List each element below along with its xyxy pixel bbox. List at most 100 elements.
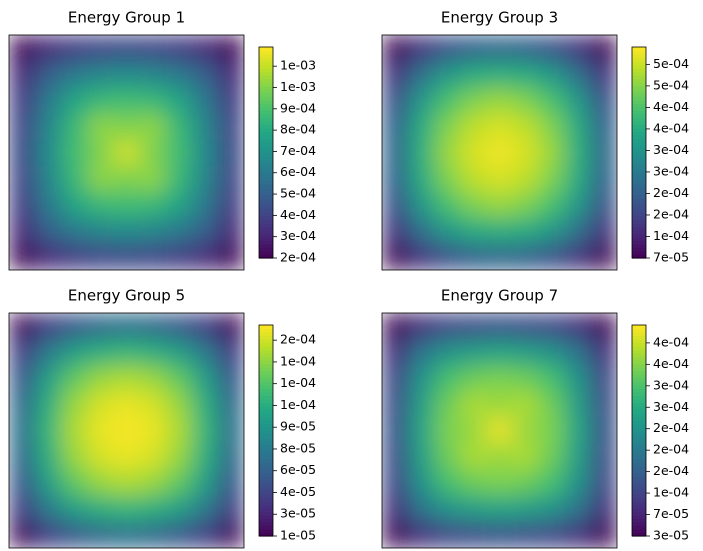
heatmap-cell: [165, 391, 193, 418]
heatmap-cell: [486, 365, 514, 392]
heatmap-cell: [564, 87, 592, 114]
heatmap-cell: [512, 113, 540, 140]
colorbar-tick-label: 5e-04: [653, 56, 689, 71]
heatmap-cell: [113, 417, 141, 445]
heatmap-cell: [408, 139, 435, 167]
colorbar-tick-label: 7e-04: [280, 143, 316, 158]
heatmap-cell: [87, 113, 114, 140]
heatmap-cell: [191, 165, 219, 193]
colorbar-tick-label: 4e-05: [280, 484, 316, 499]
heatmap-cell: [35, 339, 62, 366]
heatmap-cell: [165, 417, 193, 445]
heatmap-cell: [217, 443, 244, 471]
heatmap-cell: [434, 313, 461, 340]
heatmap-cell: [113, 313, 141, 340]
heatmap-cell: [434, 61, 461, 88]
heatmap-cell: [460, 365, 487, 392]
heatmap-cell: [382, 191, 409, 219]
heatmap-cell: [191, 87, 219, 114]
heatmap-cell: [165, 521, 193, 548]
heatmap-cell: [113, 35, 141, 62]
heatmap-cell: [564, 443, 592, 471]
heatmap-cell: [486, 339, 514, 366]
heatmap-cell: [87, 87, 114, 114]
heatmap-cell: [486, 469, 514, 497]
colorbar-tick-label: 3e-04: [653, 399, 689, 414]
colorbar-tick-label: 3e-04: [280, 228, 316, 243]
heatmap-cell: [408, 165, 435, 193]
heatmap-cell: [191, 113, 219, 140]
heatmap-cell: [61, 417, 88, 445]
heatmap-cell: [191, 339, 219, 366]
heatmap-cell: [512, 61, 540, 88]
heatmap-cell: [191, 365, 219, 392]
colorbar-tick-label: 1e-03: [280, 58, 316, 73]
heatmap-cell: [512, 443, 540, 471]
heatmap-cell: [460, 113, 487, 140]
heatmap-cell: [538, 61, 566, 88]
heatmap-cell: [113, 495, 141, 523]
heatmap-cell: [139, 61, 167, 88]
heatmap-cell: [139, 313, 167, 340]
heatmap-cell: [9, 113, 36, 140]
heatmap-cell: [486, 313, 514, 340]
heatmap-cell: [564, 521, 592, 548]
heatmap-cell: [139, 243, 167, 270]
heatmap-cell: [486, 243, 514, 270]
heatmap-cell: [113, 139, 141, 167]
heatmap-cell: [590, 87, 617, 114]
heatmap-cell: [217, 165, 244, 193]
heatmap-cell: [217, 113, 244, 140]
heatmap-cell: [486, 521, 514, 548]
heatmap-cell: [460, 165, 487, 193]
heatmap-cell: [512, 243, 540, 270]
heatmap-cell: [35, 521, 62, 548]
heatmap-cell: [217, 339, 244, 366]
colorbar-tick-label: 2e-04: [653, 420, 689, 435]
heatmap-cell: [460, 495, 487, 523]
heatmap-cell: [460, 191, 487, 219]
heatmap-cell: [191, 217, 219, 245]
colorbar-tick-label: 4e-04: [653, 120, 689, 135]
heatmap-cell: [408, 469, 435, 497]
heatmap-cell: [61, 113, 88, 140]
heatmap-cell: [165, 139, 193, 167]
heatmap-cell: [113, 113, 141, 140]
heatmap-cell: [538, 87, 566, 114]
heatmap-cell: [486, 495, 514, 523]
heatmap-cell: [564, 495, 592, 523]
heatmap-cell: [35, 495, 62, 523]
heatmap-cell: [35, 469, 62, 497]
heatmap-cell: [382, 495, 409, 523]
colorbar-tick-label: 9e-04: [280, 100, 316, 115]
colorbar-tick-label: 2e-04: [653, 442, 689, 457]
heatmap-cell: [590, 391, 617, 418]
heatmap-cell: [191, 61, 219, 88]
heatmap-cell: [460, 391, 487, 418]
heatmap-cell: [87, 365, 114, 392]
heatmap-cell: [486, 165, 514, 193]
heatmap-cell: [382, 443, 409, 471]
heatmap-cell: [139, 443, 167, 471]
heatmap-cell: [217, 521, 244, 548]
heatmap-cell: [408, 35, 435, 62]
colorbar-tick-label: 2e-04: [653, 463, 689, 478]
heatmap-cell: [538, 521, 566, 548]
heatmap-cell: [460, 417, 487, 445]
panel-title: Energy Group 5: [68, 287, 185, 305]
heatmap-cell: [512, 313, 540, 340]
heatmap-cell: [61, 243, 88, 270]
heatmap-cell: [460, 443, 487, 471]
heatmap-cell: [590, 165, 617, 193]
heatmap-cell: [512, 417, 540, 445]
heatmap-cell: [61, 313, 88, 340]
heatmap-cell: [9, 217, 36, 245]
heatmap-cell: [564, 61, 592, 88]
heatmap-cell: [165, 365, 193, 392]
heatmap-cell: [191, 35, 219, 62]
heatmap-cell: [408, 87, 435, 114]
heatmap-cell: [590, 61, 617, 88]
heatmap-cell: [61, 217, 88, 245]
heatmap-cell: [113, 365, 141, 392]
heatmap-cell: [590, 417, 617, 445]
